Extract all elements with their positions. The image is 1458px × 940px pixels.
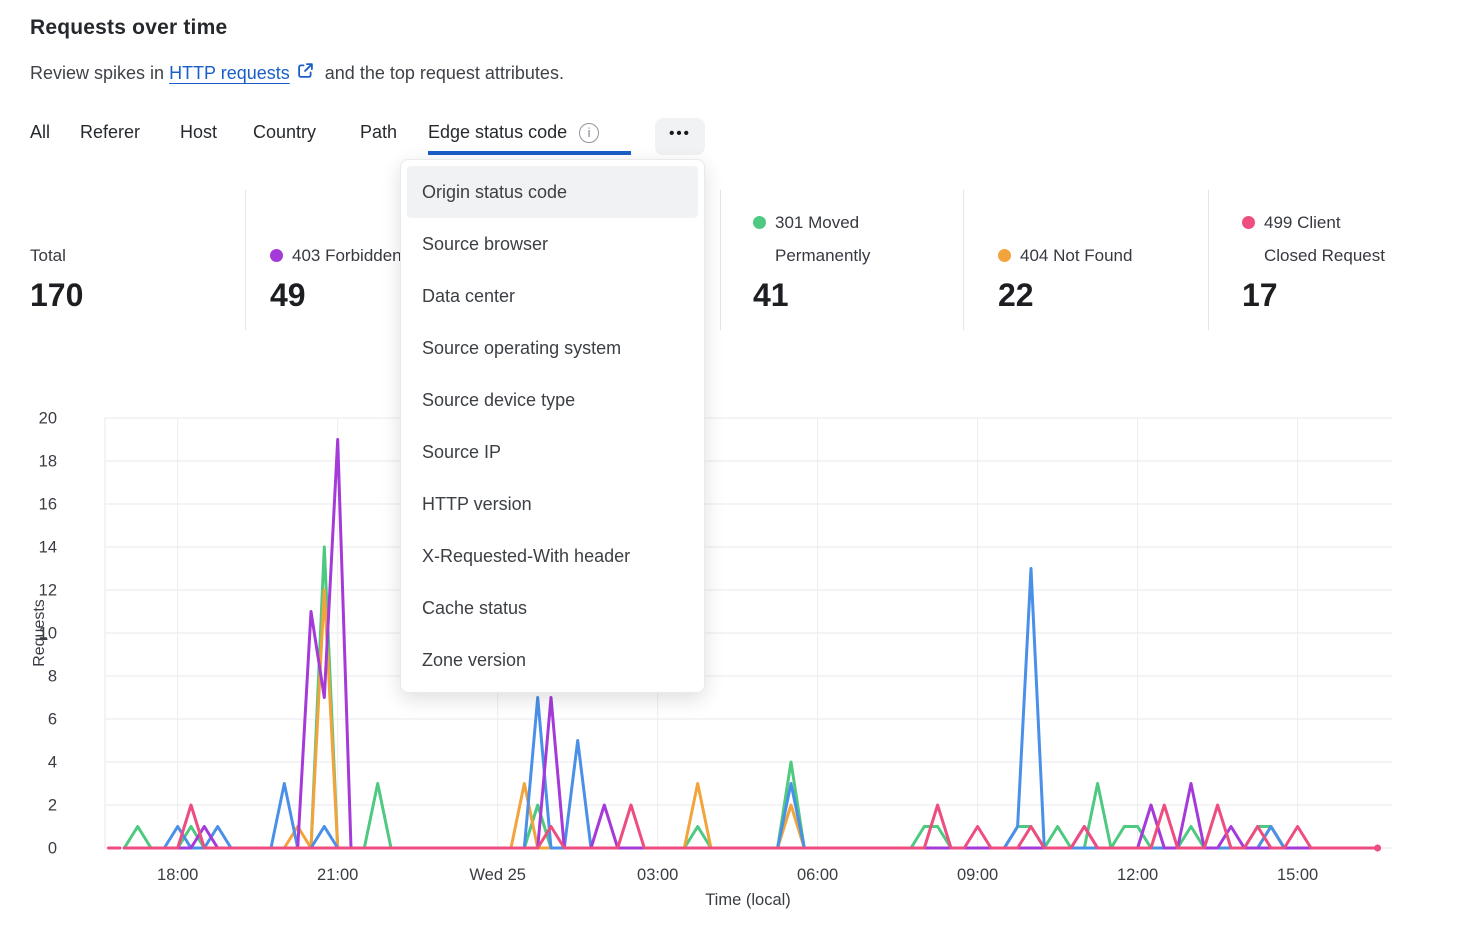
stat-499-client-closed-request: 499 Client Closed Request 17: [1242, 188, 1392, 316]
http-requests-link[interactable]: HTTP requests: [169, 62, 320, 84]
x-tick-label: 15:00: [1277, 866, 1318, 884]
menu-item-zone-version[interactable]: Zone version: [422, 649, 527, 670]
y-tick-label: 4: [48, 754, 57, 772]
tab-edge-status-code[interactable]: Edge status code i: [428, 122, 632, 155]
external-link-icon: [297, 62, 314, 84]
stat-label: 499 Client Closed Request: [1264, 213, 1385, 265]
y-tick-label: 10: [39, 625, 57, 643]
stat-value: 22: [998, 277, 1034, 313]
tab-host[interactable]: Host: [180, 122, 217, 151]
ellipsis-icon: •••: [669, 124, 691, 142]
y-tick-label: 14: [39, 539, 57, 557]
legend-dot-icon: [270, 249, 283, 262]
stat-label: 404 Not Found: [1020, 246, 1133, 265]
tab-label: Referer: [80, 122, 141, 142]
y-tick-label: 2: [48, 797, 57, 815]
menu-item-source-ip[interactable]: Source IP: [422, 441, 502, 462]
subtitle-prefix: Review spikes in: [30, 62, 170, 83]
stat-label: Total: [30, 246, 66, 265]
stat-divider: [1208, 190, 1209, 330]
more-tabs-button[interactable]: •••: [655, 118, 705, 155]
y-tick-label: 18: [39, 453, 57, 471]
subtitle-suffix: and the top request attributes.: [319, 62, 564, 83]
stat-value: 41: [753, 277, 789, 313]
chart-svg: 0 2 4 6 8 10 12 14 16 18 20 18:00 21:00 Wed 25 03:00 06…: [31, 410, 1392, 909]
x-axis-title: Time (local): [705, 891, 791, 909]
attribute-tabs: All Referer Host Country Path Edge status cod…: [0, 122, 1458, 156]
x-tick-label: 06:00: [797, 866, 838, 884]
attribute-dropdown-menu: Origin status code Source browser Data cen…: [400, 159, 705, 693]
stat-divider: [720, 190, 721, 330]
menu-item-source-operating-system[interactable]: Source operating system: [422, 337, 622, 358]
legend-dot-icon: [753, 216, 766, 229]
stat-label-row: 404 Not Found: [998, 239, 1132, 272]
y-tick-label: 12: [39, 582, 57, 600]
x-tick-label: 21:00: [317, 866, 358, 884]
stat-label: 403 Forbidden: [292, 246, 402, 265]
tab-label: All: [30, 122, 51, 142]
stat-label-row: 403 Forbidden: [270, 239, 402, 272]
page-title: Requests over time: [30, 16, 228, 39]
tab-label: Path: [360, 122, 398, 142]
info-icon[interactable]: i: [579, 122, 600, 143]
stat-label-row: 301 Moved Permanently: [753, 206, 903, 272]
y-tick-label: 0: [48, 840, 57, 858]
stat-301-moved-permanently: 301 Moved Permanently 41: [753, 188, 903, 316]
x-tick-label: 18:00: [157, 866, 198, 884]
subtitle: Review spikes in HTTP requests and the t…: [30, 62, 564, 84]
menu-item-http-version[interactable]: HTTP version: [422, 493, 532, 514]
y-axis-title: Requests: [31, 599, 48, 667]
tab-country[interactable]: Country: [253, 122, 316, 151]
legend-dot-icon: [1242, 216, 1255, 229]
y-tick-label: 6: [48, 711, 57, 729]
x-tick-label: Wed 25: [469, 866, 526, 884]
tab-label: Edge status code: [428, 122, 568, 142]
menu-item-cache-status[interactable]: Cache status: [422, 597, 528, 618]
stat-value: 17: [1242, 277, 1278, 313]
stat-divider: [245, 190, 246, 330]
tab-label: Country: [253, 122, 317, 142]
y-tick-label: 20: [39, 410, 57, 428]
stat-label-row: Total: [30, 239, 83, 272]
legend-dot-icon: [998, 249, 1011, 262]
menu-item-source-browser[interactable]: Source browser: [422, 233, 549, 254]
menu-item-origin-status-code[interactable]: Origin status code: [407, 166, 698, 218]
stat-404-not-found: 404 Not Found 22: [998, 188, 1132, 316]
y-tick-label: 8: [48, 668, 57, 686]
stat-label-row: 499 Client Closed Request: [1242, 206, 1392, 272]
stat-label: 301 Moved Permanently: [775, 213, 871, 265]
tab-label: Host: [180, 122, 218, 142]
menu-item-x-requested-with-header[interactable]: X-Requested-With header: [422, 545, 631, 566]
series-end-dot-499-client-closed-request: [1374, 844, 1382, 852]
menu-item-source-device-type[interactable]: Source device type: [422, 389, 576, 410]
stat-total: Total 170: [30, 188, 83, 316]
menu-item-data-center[interactable]: Data center: [422, 285, 516, 306]
stat-value: 170: [30, 277, 84, 313]
stats-row: Total 170 403 Forbidden 49 301 Moved Permane…: [0, 188, 1458, 330]
stat-divider: [963, 190, 964, 330]
x-tick-label: 03:00: [637, 866, 678, 884]
tab-referer[interactable]: Referer: [80, 122, 140, 151]
series-line-499-client-closed-request: [122, 803, 1380, 850]
x-tick-label: 12:00: [1117, 866, 1158, 884]
y-tick-label: 16: [39, 496, 57, 514]
x-tick-label: 09:00: [957, 866, 998, 884]
stat-403-forbidden: 403 Forbidden 49: [270, 188, 402, 316]
tab-all[interactable]: All: [30, 122, 50, 151]
requests-chart: 0 2 4 6 8 10 12 14 16 18 20 18:00 21:00 Wed 25 03:00 06…: [0, 395, 1458, 940]
stat-value: 49: [270, 277, 306, 313]
tab-path[interactable]: Path: [360, 122, 397, 151]
